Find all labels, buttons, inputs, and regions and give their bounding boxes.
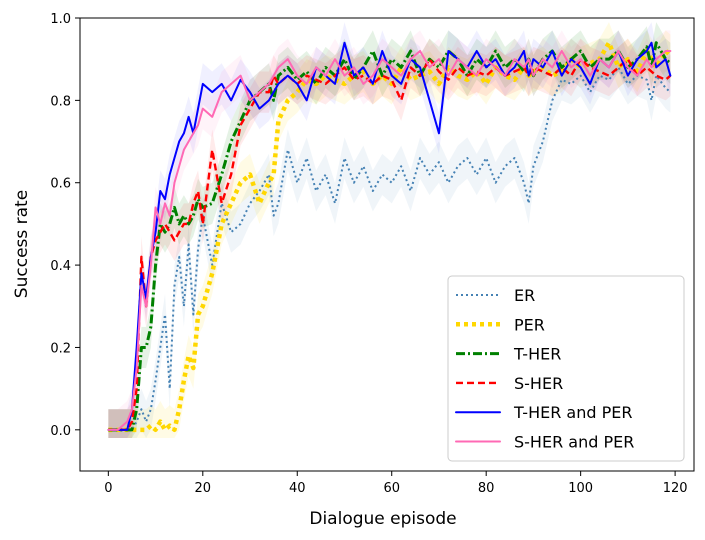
legend-label-4: S-HER [514,374,563,393]
y-tick-label: 0.2 [50,341,71,356]
x-tick-label: 60 [383,481,400,496]
x-tick-label: 120 [663,481,688,496]
legend-label-3: T-HER [513,345,561,364]
x-tick-label: 80 [478,481,495,496]
y-tick-label: 0.4 [50,259,71,274]
series-lines [107,40,672,433]
band-1 [108,46,671,439]
plot-frame [79,17,695,472]
x-tick-label: 20 [195,481,212,496]
y-tick-label: 0.0 [50,424,71,439]
x-axis-ticks: 0 20 40 60 80 100 120 [104,471,688,496]
band-4 [108,38,671,439]
y-tick-label: 0.6 [50,177,71,192]
series-line-1 [108,66,672,431]
legend-box [447,275,685,462]
band-3 [108,22,671,439]
legend-label-1: ER [514,286,535,305]
y-axis-ticks: 0.0 0.2 0.4 0.6 0.8 1.0 [50,12,80,439]
x-axis-label: Dialogue episode [309,509,456,529]
y-tick-label: 0.8 [50,94,71,109]
x-tick-label: 0 [104,481,112,496]
legend-label-5: T-HER and PER [513,403,632,422]
x-tick-label: 40 [289,481,306,496]
legend-label-6: S-HER and PER [514,433,634,452]
x-tick-label: 100 [568,481,593,496]
band-5 [108,22,671,439]
y-tick-label: 1.0 [50,12,71,27]
legend: ER PER T-HER S-HER T-HER and PER S-HER and PE… [447,275,685,462]
series-line-5 [107,41,672,431]
y-axis-label: Success rate [12,190,32,298]
series-line-3 [108,41,672,432]
series-line-4 [108,57,672,432]
series-line-6 [107,49,672,431]
legend-label-2: PER [514,315,545,334]
